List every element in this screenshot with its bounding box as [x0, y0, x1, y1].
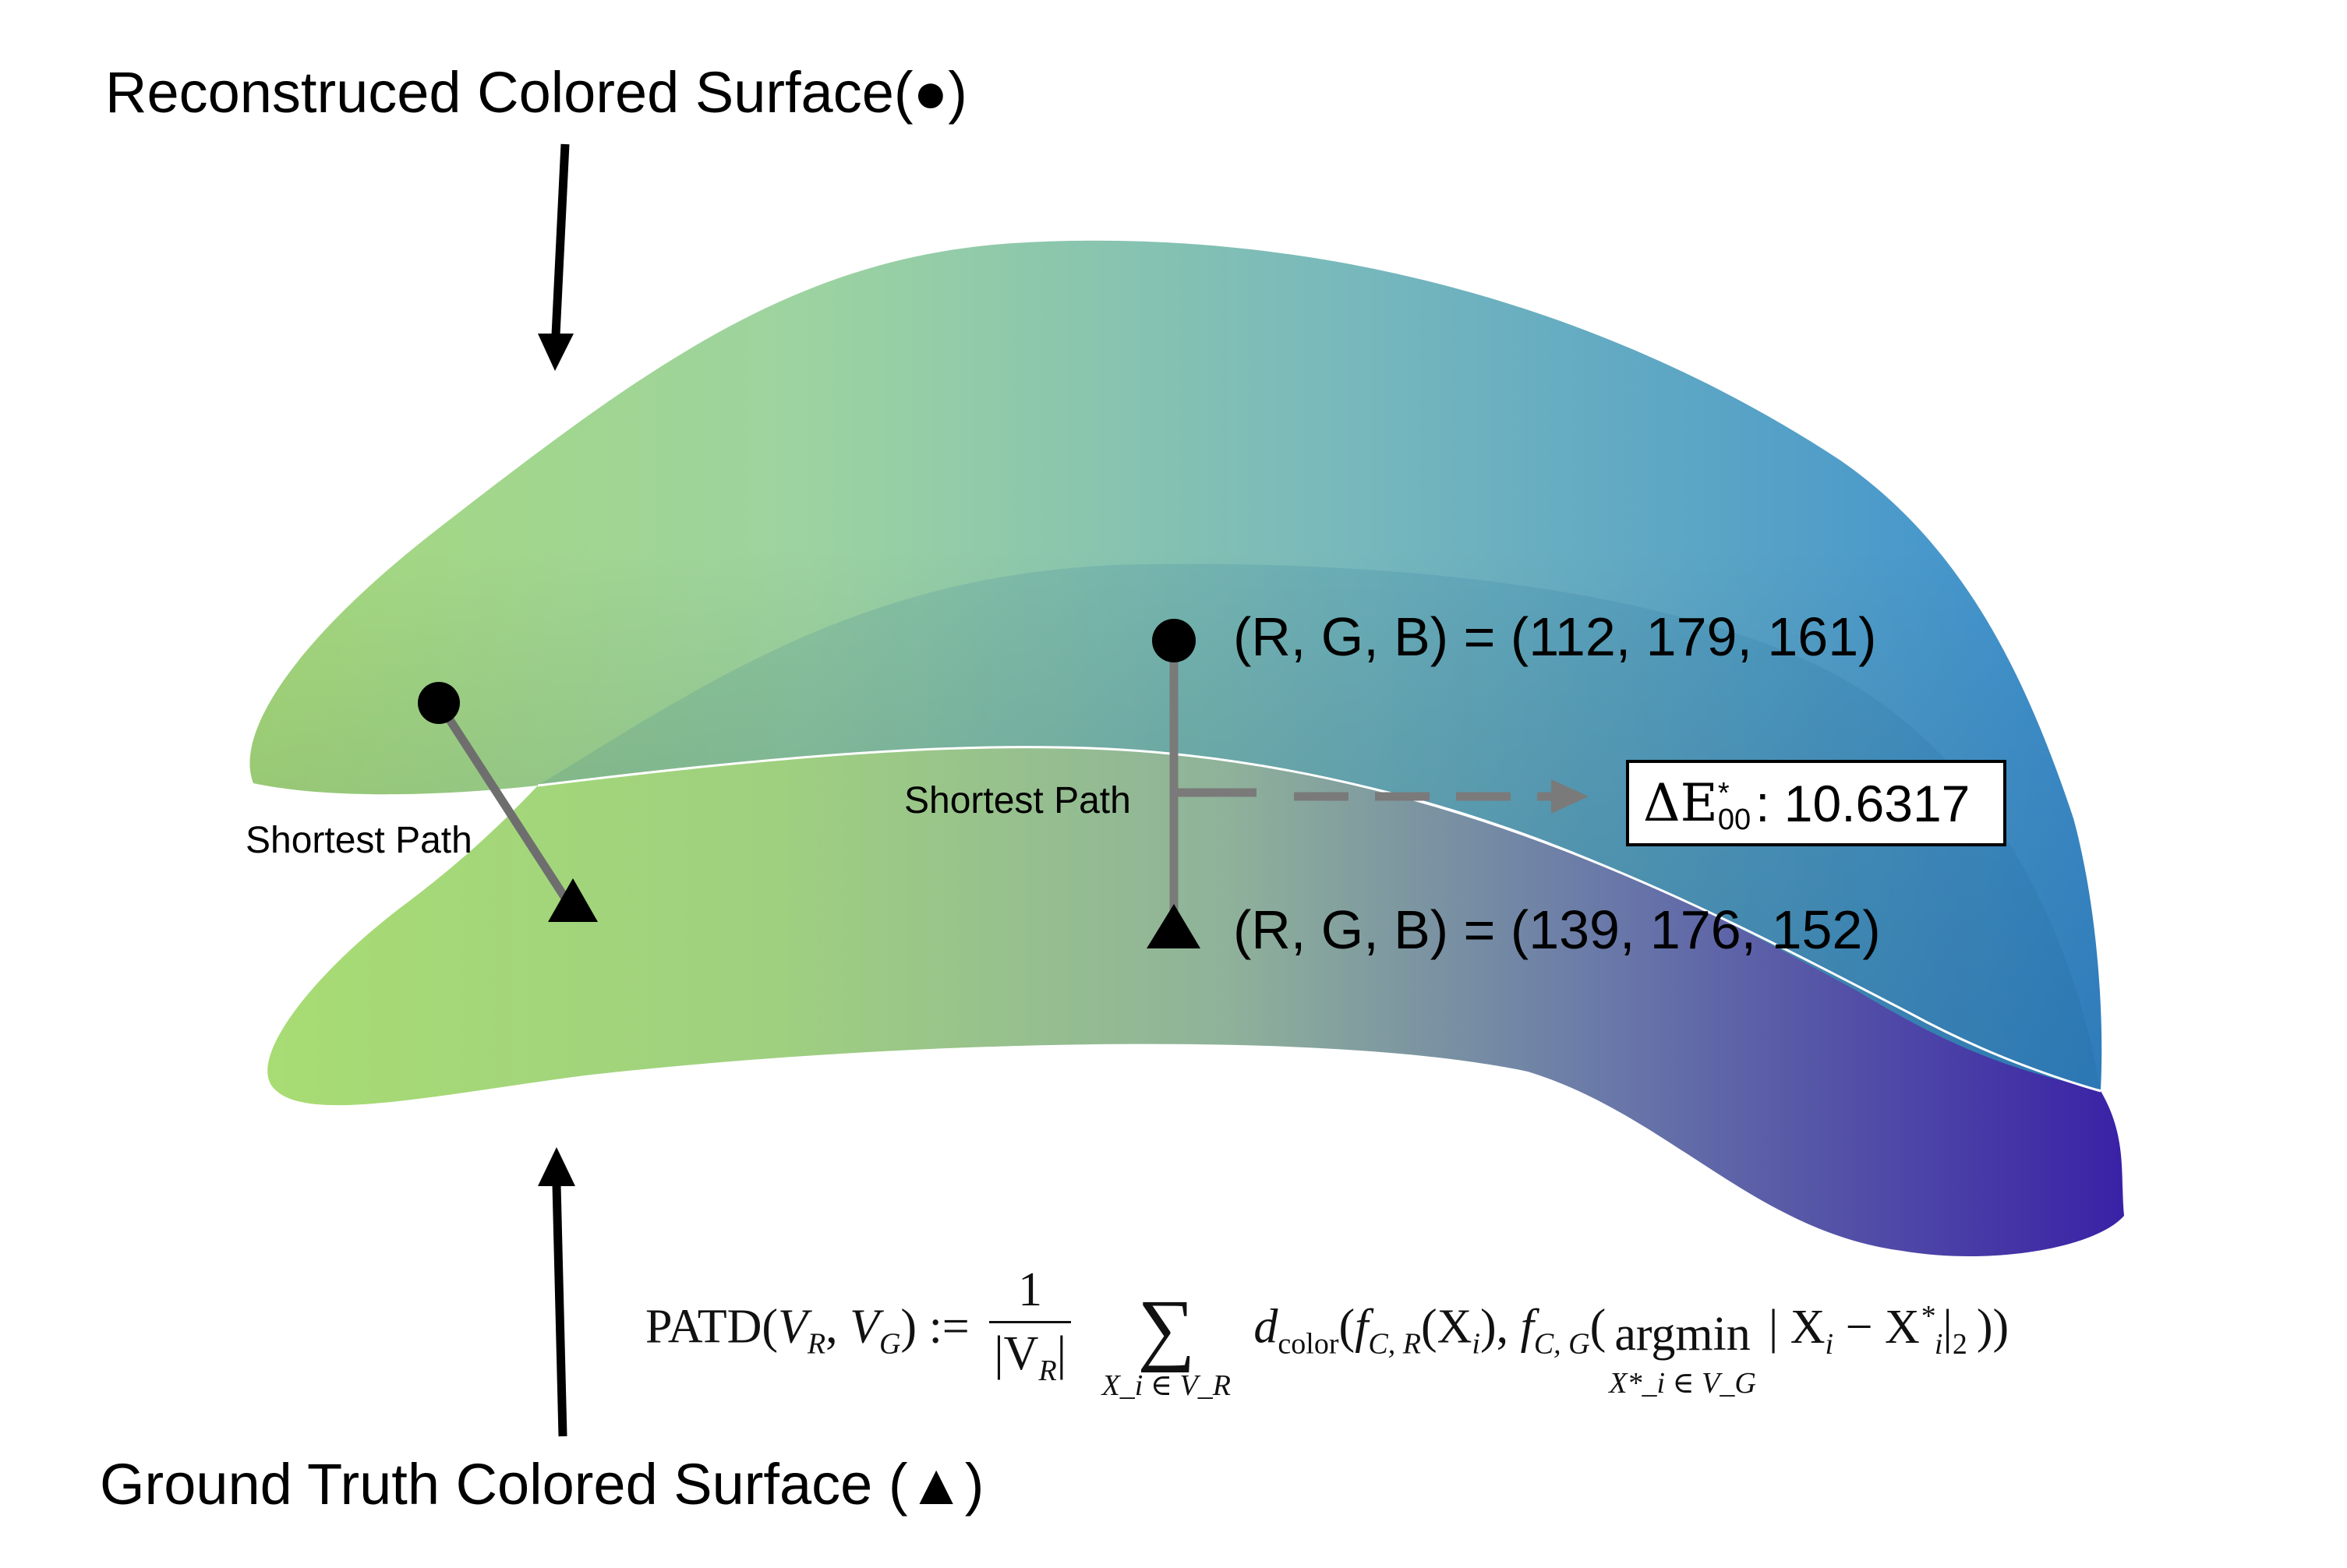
- surface-seam: [537, 746, 2101, 1093]
- delta-symbol: ΔE: [1643, 773, 1718, 833]
- formula-f1-sub: C, R: [1368, 1327, 1421, 1361]
- formula-fraction: 1 |VR|: [989, 1263, 1072, 1388]
- formula-argmin-open: (: [1589, 1300, 1606, 1354]
- formula-comma: ,: [825, 1300, 850, 1354]
- fraction-numerator: 1: [1018, 1263, 1043, 1316]
- formula-vr: V: [778, 1300, 808, 1354]
- argmin-index: X*_i ∈ V_G: [1609, 1366, 1756, 1400]
- sum-index: X_i ∈ V_R: [1101, 1369, 1231, 1403]
- ground-truth-point-marker: [1147, 904, 1200, 948]
- reconstructed-surface-title: Reconstruced Colored Surface(●): [105, 60, 967, 125]
- formula-vg: V: [850, 1300, 879, 1354]
- delta-value: : 10.6317: [1755, 774, 1971, 832]
- delta-superscript: *: [1717, 776, 1730, 810]
- reconstructed-point-marker: [418, 682, 460, 724]
- arrow-icon: [538, 1147, 575, 1437]
- shortest-path-line: [435, 701, 573, 906]
- formula-paren: (: [1338, 1300, 1356, 1354]
- formula-d-sub: color: [1278, 1327, 1339, 1361]
- delta-subscript: 00: [1717, 803, 1751, 836]
- delta-e-box: ΔE * 00 : 10.6317: [1626, 760, 2006, 846]
- formula-xi: (X: [1420, 1300, 1472, 1354]
- sum-symbol: ∑: [1137, 1283, 1196, 1373]
- ground-truth-surface-title: Ground Truth Colored Surface (▲): [100, 1452, 984, 1517]
- formula-vg-sub: G: [878, 1327, 901, 1361]
- shortest-path-label: Shortest Path: [246, 820, 472, 861]
- arrow-icon: [538, 143, 574, 371]
- rgb-ground-truth-label: (R, G, B) = (139, 176, 152): [1233, 899, 1881, 960]
- shortest-path-label: Shortest Path: [904, 780, 1131, 821]
- formula-f2-sub: C, G: [1533, 1327, 1590, 1361]
- formula-norm: | Xi − X*i|2: [1768, 1299, 1967, 1361]
- fraction-denominator: |VR|: [989, 1321, 1072, 1388]
- formula-f1: f: [1355, 1300, 1369, 1354]
- ground-truth-surface: [267, 747, 2124, 1257]
- formula-end: )): [1976, 1300, 2009, 1354]
- rgb-reconstructed-label: (R, G, B) = (112, 179, 161): [1233, 606, 1877, 667]
- reconstructed-point-marker: [1152, 619, 1196, 662]
- argmin-word: argmin: [1614, 1307, 1751, 1361]
- ground-truth-point-marker: [548, 878, 598, 922]
- formula-vr-sub: R: [807, 1327, 826, 1361]
- formula-close1: ),: [1479, 1300, 1521, 1354]
- delta-scripts: * 00: [1718, 779, 1751, 835]
- arrow-head-icon: [1551, 779, 1589, 814]
- formula-i-sub: i: [1472, 1327, 1480, 1361]
- patd-formula: PATD(VR, VG) := 1 |VR| ∑ X_i ∈ V_R dcolo…: [645, 1263, 2009, 1402]
- formula-argmin: argmin X*_i ∈ V_G: [1609, 1307, 1756, 1400]
- formula-d: d: [1253, 1300, 1278, 1354]
- formula-lhs: PATD(: [645, 1300, 778, 1354]
- formula-sum: ∑ X_i ∈ V_R: [1101, 1283, 1231, 1403]
- formula-f2: f: [1520, 1300, 1534, 1354]
- formula-assign: ) :=: [900, 1300, 970, 1354]
